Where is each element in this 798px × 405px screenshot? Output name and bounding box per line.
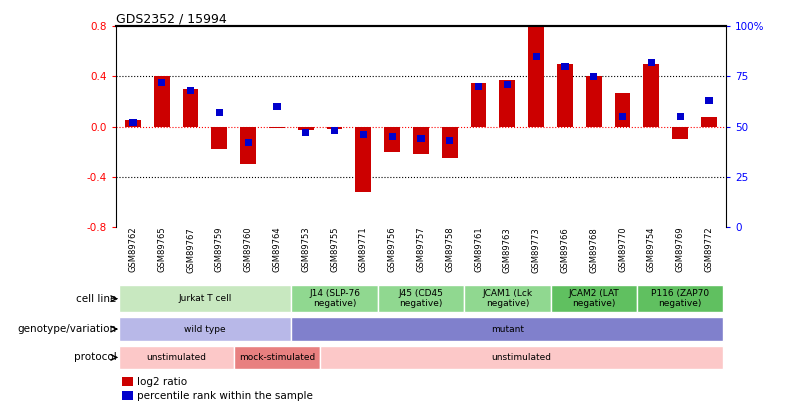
Text: J14 (SLP-76
negative): J14 (SLP-76 negative) xyxy=(309,289,360,308)
Bar xyxy=(528,26,544,126)
Text: unstimulated: unstimulated xyxy=(146,353,206,362)
Text: JCAM2 (LAT
negative): JCAM2 (LAT negative) xyxy=(568,289,619,308)
Bar xyxy=(619,113,626,120)
Bar xyxy=(504,81,511,88)
Text: GSM89756: GSM89756 xyxy=(388,227,397,273)
Bar xyxy=(119,285,291,312)
Bar xyxy=(302,129,310,136)
Text: GSM89761: GSM89761 xyxy=(474,227,483,273)
Text: mutant: mutant xyxy=(491,324,523,334)
Bar xyxy=(389,133,396,141)
Text: mock-stimulated: mock-stimulated xyxy=(239,353,315,362)
Bar xyxy=(215,109,223,116)
Text: log2 ratio: log2 ratio xyxy=(137,377,188,387)
Text: GSM89771: GSM89771 xyxy=(359,227,368,273)
Bar xyxy=(122,377,132,386)
Bar xyxy=(590,72,598,80)
Bar xyxy=(672,126,688,139)
Bar xyxy=(269,126,285,128)
Bar xyxy=(532,53,539,60)
Text: GSM89765: GSM89765 xyxy=(157,227,166,273)
Bar xyxy=(274,103,281,110)
Bar xyxy=(129,119,136,126)
Bar xyxy=(119,317,291,341)
Bar xyxy=(331,127,338,134)
Bar xyxy=(701,117,717,126)
Bar xyxy=(377,285,464,312)
Bar xyxy=(551,285,637,312)
Text: GSM89770: GSM89770 xyxy=(618,227,627,273)
Bar xyxy=(557,64,573,126)
Text: Jurkat T cell: Jurkat T cell xyxy=(178,294,231,303)
Bar xyxy=(122,391,132,400)
Text: GSM89772: GSM89772 xyxy=(705,227,713,273)
Text: unstimulated: unstimulated xyxy=(492,353,551,362)
Bar xyxy=(384,126,400,151)
Text: GSM89769: GSM89769 xyxy=(676,227,685,273)
Bar xyxy=(648,59,655,66)
Bar xyxy=(446,137,453,144)
Bar xyxy=(614,93,630,126)
Bar xyxy=(705,97,713,104)
Text: GSM89768: GSM89768 xyxy=(589,227,598,273)
Text: P116 (ZAP70
negative): P116 (ZAP70 negative) xyxy=(651,289,709,308)
Text: wild type: wild type xyxy=(184,324,226,334)
Text: GSM89755: GSM89755 xyxy=(330,227,339,272)
Bar xyxy=(677,113,684,120)
Bar xyxy=(586,77,602,126)
Bar xyxy=(500,80,516,126)
Bar xyxy=(643,64,659,126)
Text: GSM89763: GSM89763 xyxy=(503,227,512,273)
Text: GSM89766: GSM89766 xyxy=(560,227,570,273)
Text: GSM89762: GSM89762 xyxy=(128,227,137,273)
Bar xyxy=(475,83,482,90)
Text: percentile rank within the sample: percentile rank within the sample xyxy=(137,390,313,401)
Bar xyxy=(211,126,227,149)
Text: cell line: cell line xyxy=(76,294,117,304)
Bar xyxy=(125,120,141,126)
Bar xyxy=(291,285,377,312)
Bar xyxy=(413,126,429,154)
Text: GSM89760: GSM89760 xyxy=(243,227,253,273)
Text: GSM89758: GSM89758 xyxy=(445,227,454,273)
Bar xyxy=(471,83,487,126)
Bar xyxy=(417,135,425,142)
Text: genotype/variation: genotype/variation xyxy=(18,324,117,334)
Bar xyxy=(442,126,458,158)
Bar xyxy=(464,285,551,312)
Bar xyxy=(360,131,367,139)
Text: protocol: protocol xyxy=(73,352,117,362)
Text: GSM89764: GSM89764 xyxy=(272,227,282,273)
Bar xyxy=(244,139,252,146)
Bar xyxy=(234,345,320,369)
Bar xyxy=(298,126,314,130)
Bar xyxy=(154,77,170,126)
Bar xyxy=(183,89,199,126)
Text: J45 (CD45
negative): J45 (CD45 negative) xyxy=(398,289,444,308)
Text: GSM89773: GSM89773 xyxy=(531,227,540,273)
Bar xyxy=(320,345,723,369)
Text: GSM89759: GSM89759 xyxy=(215,227,224,272)
Text: GSM89767: GSM89767 xyxy=(186,227,195,273)
Bar xyxy=(240,126,256,164)
Text: GSM89753: GSM89753 xyxy=(302,227,310,273)
Bar xyxy=(561,63,568,70)
Bar xyxy=(291,317,723,341)
Text: JCAM1 (Lck
negative): JCAM1 (Lck negative) xyxy=(482,289,532,308)
Bar xyxy=(187,87,194,94)
Text: GSM89757: GSM89757 xyxy=(417,227,425,273)
Bar xyxy=(355,126,371,192)
Bar xyxy=(326,126,342,129)
Text: GSM89754: GSM89754 xyxy=(647,227,656,272)
Bar xyxy=(158,79,165,86)
Bar xyxy=(119,345,234,369)
Text: GDS2352 / 15994: GDS2352 / 15994 xyxy=(116,12,227,25)
Bar xyxy=(637,285,723,312)
